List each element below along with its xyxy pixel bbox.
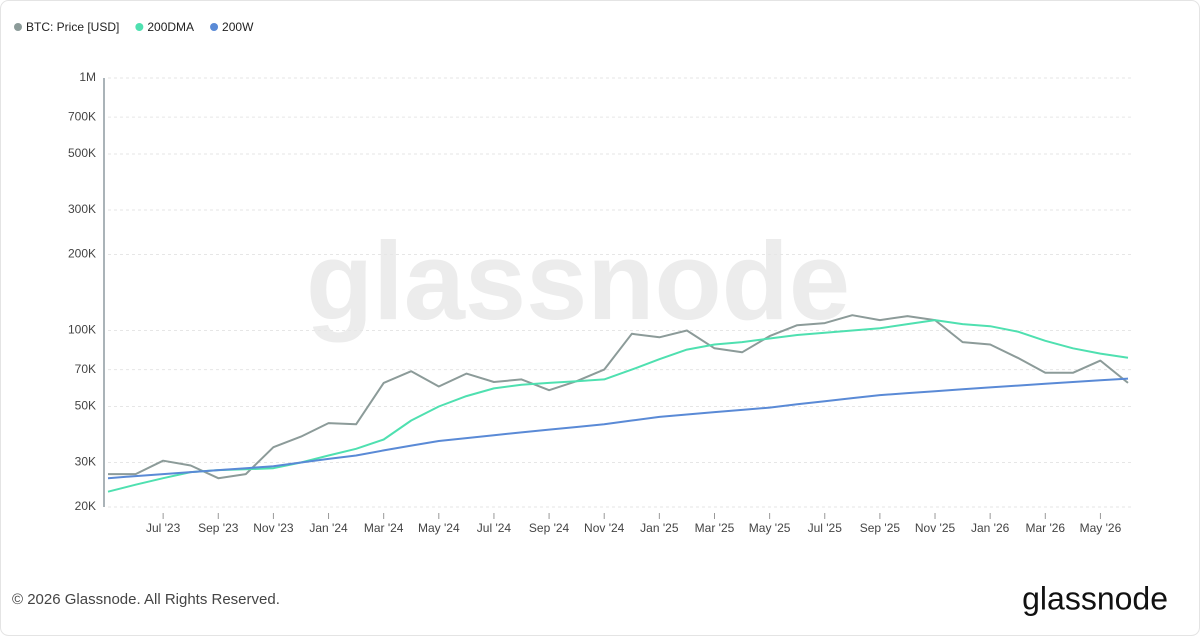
logo: glassnode	[1022, 580, 1168, 616]
x-tick-label: Sep '24	[529, 521, 570, 535]
x-tick-label: Sep '25	[860, 521, 901, 535]
series-line	[107, 319, 1129, 493]
y-tick-label: 70K	[75, 362, 96, 376]
y-tick-label: 300K	[68, 202, 96, 216]
series-line	[108, 314, 1129, 480]
x-tick-label: Jan '26	[971, 521, 1010, 535]
y-tick-label: 200K	[68, 247, 96, 261]
x-tick-label: Sep '23	[198, 521, 239, 535]
legend-label: BTC: Price [USD]	[26, 20, 119, 34]
x-tick-label: May '26	[1080, 521, 1122, 535]
series-line	[107, 377, 1129, 480]
x-tick-label: Jul '24	[477, 521, 512, 535]
copyright: © 2026 Glassnode. All Rights Reserved.	[12, 591, 280, 608]
y-tick-label: 700K	[68, 109, 96, 123]
legend-marker	[210, 23, 219, 31]
x-tick-label: Jul '25	[808, 521, 843, 535]
y-tick-label: 100K	[68, 323, 96, 337]
x-tick-label: May '24	[418, 521, 460, 535]
y-tick-label: 1M	[79, 70, 96, 84]
x-tick-label: Jul '23	[146, 521, 181, 535]
x-tick-label: Mar '24	[364, 521, 404, 535]
y-tick-label: 50K	[75, 399, 96, 413]
y-tick-label: 20K	[75, 499, 96, 513]
x-tick-label: Nov '24	[584, 521, 625, 535]
legend-label: 200W	[222, 20, 254, 34]
y-tick-label: 500K	[68, 146, 96, 160]
y-tick-label: 30K	[75, 455, 96, 469]
x-tick-label: Mar '25	[695, 521, 735, 535]
legend-label: 200DMA	[147, 20, 194, 34]
legend-marker	[135, 23, 144, 31]
x-tick-label: Nov '25	[915, 521, 956, 535]
x-tick-label: Jan '24	[309, 521, 348, 535]
watermark: glassnode	[306, 220, 850, 343]
x-tick-label: Jan '25	[640, 521, 679, 535]
x-tick-label: May '25	[749, 521, 791, 535]
x-tick-label: Mar '26	[1025, 521, 1065, 535]
legend-marker	[14, 23, 22, 31]
x-tick-label: Nov '23	[253, 521, 294, 535]
